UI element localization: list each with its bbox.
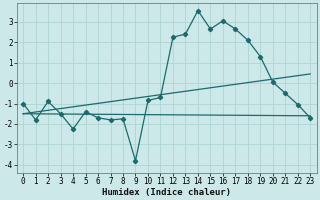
X-axis label: Humidex (Indice chaleur): Humidex (Indice chaleur) bbox=[102, 188, 231, 197]
